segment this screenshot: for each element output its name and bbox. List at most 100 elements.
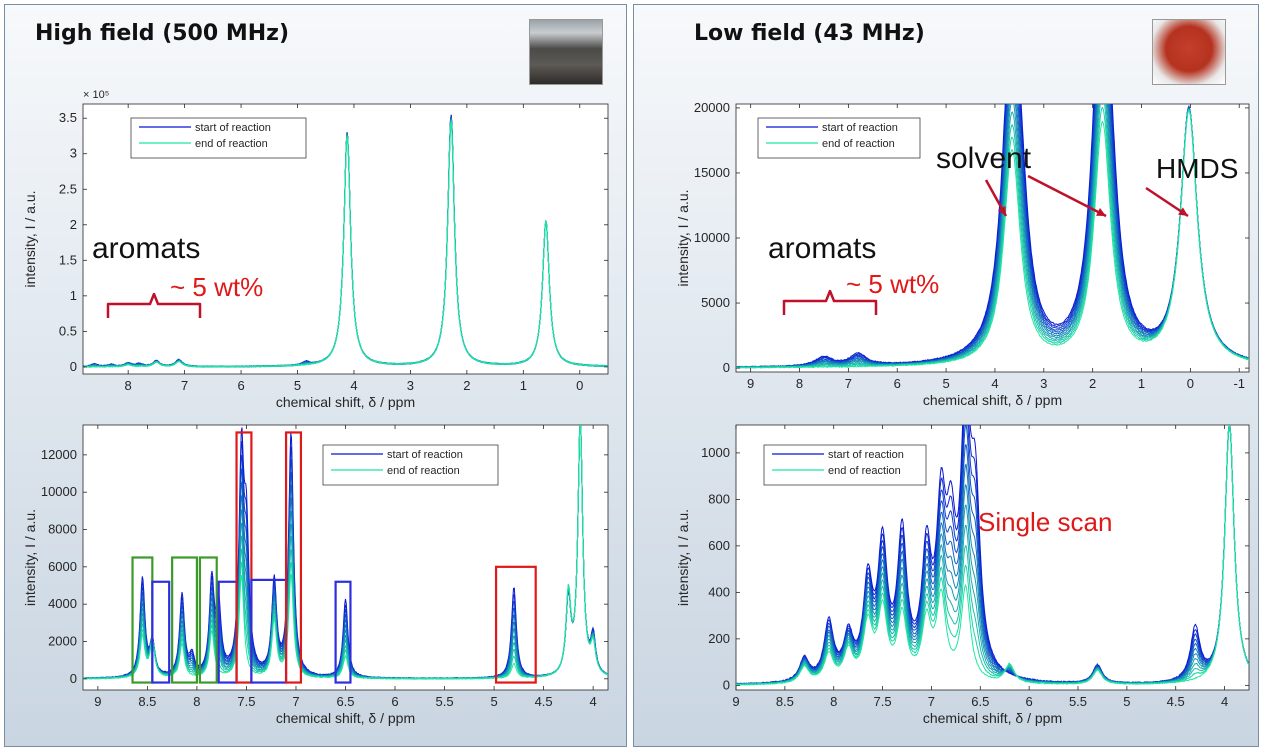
low-field-title: Low field (43 MHz) xyxy=(694,21,925,46)
x-tick-label: 8.5 xyxy=(138,694,156,709)
highlight-box-red xyxy=(494,565,537,684)
arrow-line xyxy=(1027,174,1107,218)
legend-label: end of reaction xyxy=(387,465,460,477)
y-tick-label: 3.5 xyxy=(59,110,77,125)
spectra-traces xyxy=(83,114,608,368)
x-tick-label: 8 xyxy=(193,694,200,709)
y-tick-label: 5000 xyxy=(701,295,730,310)
y-tick-label: 2.5 xyxy=(59,181,77,196)
x-tick-label: 6 xyxy=(237,378,244,393)
y-tick-label: 0 xyxy=(70,671,77,686)
hmds-label: HMDS xyxy=(1156,153,1238,184)
aromats-label: aromats xyxy=(768,232,876,265)
x-tick-label: 7.5 xyxy=(874,694,892,709)
x-axis-label: chemical shift, δ / ppm xyxy=(923,710,1062,726)
x-tick-label: 9 xyxy=(732,694,739,709)
y-axis-label: intensity, I / a.u. xyxy=(675,189,691,286)
legend-label: start of reaction xyxy=(822,122,898,134)
y-tick-label: 800 xyxy=(708,491,730,506)
spectrum-trace xyxy=(83,425,608,680)
x-tick-label: 5 xyxy=(1123,694,1130,709)
high-field-title: High field (500 MHz) xyxy=(35,21,289,46)
spectrum-trace xyxy=(83,121,608,368)
highlight-box-blue xyxy=(151,580,171,684)
bracket xyxy=(106,292,202,318)
x-tick-label: -1 xyxy=(1233,376,1245,391)
spectrum-trace xyxy=(83,425,608,680)
y-tick-label: 4000 xyxy=(48,596,77,611)
x-tick-label: 7 xyxy=(292,694,299,709)
x-tick-label: 9 xyxy=(94,694,101,709)
y-tick-label: 1000 xyxy=(701,445,730,460)
bracket xyxy=(782,289,878,315)
x-tick-label: 3 xyxy=(1040,376,1047,391)
legend-label: start of reaction xyxy=(387,449,463,461)
y-tick-label: 8000 xyxy=(48,522,77,537)
legend-label: end of reaction xyxy=(195,138,268,150)
legend-label: start of reaction xyxy=(828,449,904,461)
chart-lf-zoom: 9 8.5 8 7.5 7 6.5 6 5.5 5 4.5 4 0 200 400 600 800 1000 ch… xyxy=(675,424,1250,726)
x-tick-label: 5 xyxy=(942,376,949,391)
x-tick-label: 9 xyxy=(747,376,754,391)
x-tick-label: 8 xyxy=(796,376,803,391)
y-tick-label: 0 xyxy=(723,677,730,692)
spectra-traces xyxy=(83,425,608,680)
x-axis-label: chemical shift, δ / ppm xyxy=(276,394,415,410)
x-tick-label: 6.5 xyxy=(971,694,989,709)
high-field-spectrometer-photo xyxy=(529,19,603,85)
y-tick-label: 1 xyxy=(70,288,77,303)
x-tick-label: 7 xyxy=(928,694,935,709)
legend-label: start of reaction xyxy=(195,122,271,134)
legend-box xyxy=(322,444,499,486)
x-axis-label: chemical shift, δ / ppm xyxy=(923,392,1062,408)
spectrum-trace xyxy=(736,425,1249,686)
legend-box xyxy=(757,117,921,159)
legend-box xyxy=(130,117,307,159)
y-tick-label: 2000 xyxy=(48,633,77,648)
solvent-label: solvent xyxy=(936,142,1032,175)
x-tick-label: 1 xyxy=(1138,376,1145,391)
x-tick-label: 3 xyxy=(407,378,414,393)
y-tick-label: 20000 xyxy=(694,100,730,115)
highlight-box-blue xyxy=(334,580,352,684)
y-axis-label: intensity, I / a.u. xyxy=(22,190,38,287)
y-tick-label: 10000 xyxy=(41,484,77,499)
x-tick-label: 4 xyxy=(1221,694,1228,709)
y-axis-label: intensity, I / a.u. xyxy=(675,509,691,606)
x-tick-label: 4 xyxy=(991,376,998,391)
x-tick-label: 2 xyxy=(463,378,470,393)
y-tick-label: 15000 xyxy=(694,165,730,180)
y-tick-label: 0 xyxy=(70,359,77,374)
weight-percent-label: ~ 5 wt% xyxy=(170,272,263,302)
x-tick-label: 1 xyxy=(520,378,527,393)
x-tick-label: 6 xyxy=(894,376,901,391)
highlight-box-red xyxy=(235,431,253,684)
x-tick-label: 8 xyxy=(125,378,132,393)
benchtop-spectrometer-photo xyxy=(1152,19,1226,85)
x-tick-label: 5 xyxy=(294,378,301,393)
chart-hf-full: 8 7 6 5 4 3 2 1 0 0 0.5 1 1.5 2 2.5 3 3.5 chemical shift,… xyxy=(22,89,609,410)
arrow-head xyxy=(1178,207,1188,216)
weight-percent-label: ~ 5 wt% xyxy=(846,269,939,299)
chart-lf-full: 9 8 7 6 5 4 3 2 1 0 -1 0 5000 10000 15000 20000 chemical… xyxy=(675,100,1250,408)
y-tick-label: 12000 xyxy=(41,447,77,462)
spectrum-trace xyxy=(736,108,1249,369)
y-tick-label: 0.5 xyxy=(59,323,77,338)
arrow-head xyxy=(1096,208,1106,216)
aromats-label: aromats xyxy=(92,232,200,265)
spectra-traces xyxy=(736,104,1249,369)
x-tick-label: 4.5 xyxy=(1167,694,1185,709)
x-tick-label: 5 xyxy=(490,694,497,709)
highlight-box-red xyxy=(284,431,303,684)
x-tick-label: 8 xyxy=(830,694,837,709)
y-scale-label: × 10⁵ xyxy=(83,89,109,101)
legend-box xyxy=(763,444,927,486)
x-tick-label: 6 xyxy=(391,694,398,709)
y-tick-label: 400 xyxy=(708,584,730,599)
chart-hf-zoom: 9 8.5 8 7.5 7 6.5 6 5.5 5 4.5 4 0 2000 4000 6000 8000 10… xyxy=(22,424,609,726)
highlight-box-green xyxy=(171,556,199,684)
x-tick-label: 0 xyxy=(1187,376,1194,391)
highlight-box-green xyxy=(198,556,218,684)
y-tick-label: 3 xyxy=(70,146,77,161)
